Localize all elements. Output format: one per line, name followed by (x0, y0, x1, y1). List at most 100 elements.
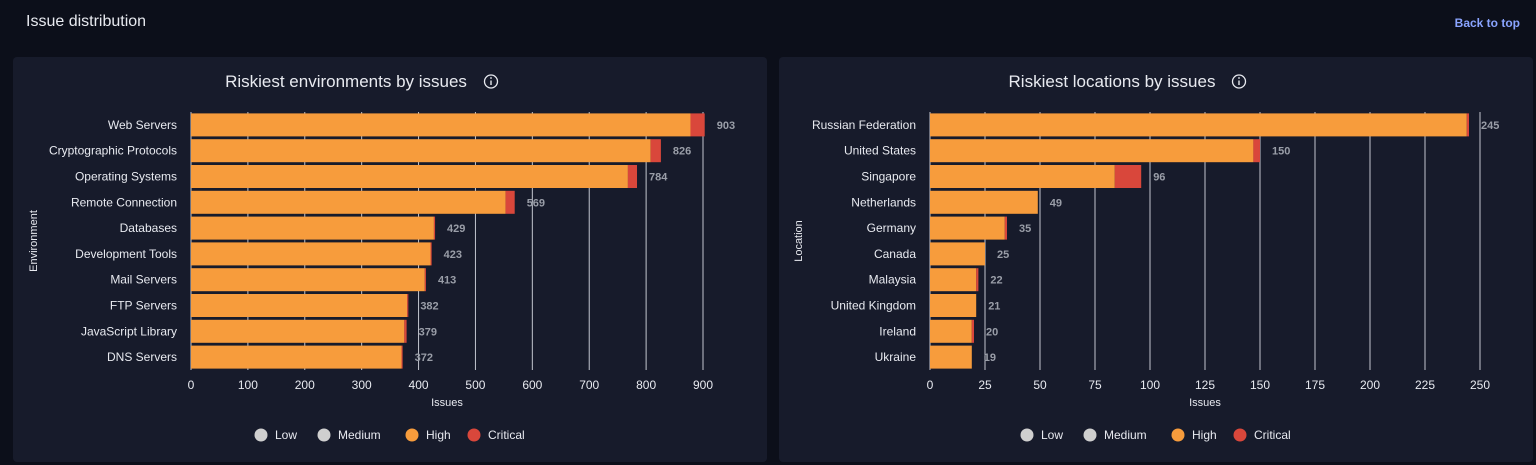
bar-cryptographic-protocols[interactable] (191, 139, 661, 163)
value-label: 150 (1272, 146, 1290, 158)
bar-segment-high[interactable] (930, 242, 985, 266)
legend-item-low[interactable]: Low (1020, 428, 1064, 442)
bar-javascript-library[interactable] (191, 319, 407, 343)
bar-segment-critical[interactable] (690, 113, 705, 137)
bar-ukraine[interactable] (930, 345, 972, 369)
bar-segment-critical[interactable] (1253, 139, 1260, 163)
bar-singapore[interactable] (930, 165, 1142, 188)
bar-operating-systems[interactable] (191, 165, 638, 188)
bar-segment-critical[interactable] (1114, 165, 1142, 188)
bar-segment-critical[interactable] (404, 319, 407, 343)
legend: Low Medium High Critical (254, 428, 525, 442)
bar-segment-high[interactable] (191, 113, 691, 137)
value-label: 379 (419, 326, 437, 338)
bar-segment-high[interactable] (930, 113, 1467, 137)
bar-segment-high[interactable] (930, 165, 1115, 188)
category-label: Germany (867, 221, 916, 235)
chart-title: Riskiest environments by issues (225, 72, 467, 91)
bar-databases[interactable] (191, 216, 436, 240)
category-label: Canada (874, 247, 916, 261)
bar-segment-high[interactable] (930, 345, 972, 369)
legend-item-high[interactable]: High (405, 428, 451, 442)
bar-web-servers[interactable] (191, 113, 705, 137)
bar-segment-critical[interactable] (505, 190, 515, 214)
bar-development-tools[interactable] (191, 242, 432, 266)
bar-segment-high[interactable] (191, 268, 425, 292)
bar-canada[interactable] (930, 242, 985, 266)
bar-segment-high[interactable] (930, 216, 1005, 240)
bar-segment-critical[interactable] (430, 242, 432, 266)
legend-item-medium[interactable]: Medium (1083, 428, 1147, 442)
bar-united-kingdom[interactable] (930, 294, 977, 317)
bar-segment-critical[interactable] (650, 139, 661, 163)
legend-marker-critical (467, 428, 481, 442)
bar-segment-critical[interactable] (407, 294, 409, 317)
legend-marker-critical (1233, 428, 1247, 442)
bar-united-states[interactable] (930, 139, 1260, 163)
category-label: Operating Systems (75, 170, 177, 184)
category-label: United States (844, 144, 916, 158)
bar-netherlands[interactable] (930, 190, 1038, 214)
info-icon[interactable] (483, 74, 499, 89)
legend-marker-low (254, 428, 268, 442)
bar-malaysia[interactable] (930, 268, 979, 292)
category-label: Malaysia (869, 273, 917, 287)
bar-segment-high[interactable] (191, 190, 506, 214)
legend-marker-medium (317, 428, 331, 442)
bar-russian-federation[interactable] (930, 113, 1469, 137)
x-tick-label: 100 (1140, 378, 1160, 392)
info-icon[interactable] (1231, 74, 1247, 89)
bar-segment-high[interactable] (191, 139, 651, 163)
bar-segment-critical[interactable] (433, 216, 436, 240)
locations-chart-panel: Riskiest locations by issues Russian Fede… (779, 57, 1533, 462)
bar-segment-critical[interactable] (627, 165, 638, 188)
value-label: 826 (673, 146, 691, 158)
bar-ftp-servers[interactable] (191, 294, 409, 317)
bar-segment-critical[interactable] (1466, 113, 1469, 137)
legend-label: Low (1041, 428, 1063, 442)
bar-segment-high[interactable] (191, 294, 408, 317)
bar-ireland[interactable] (930, 319, 974, 343)
legend-item-critical[interactable]: Critical (1233, 428, 1291, 442)
bar-mail-servers[interactable] (191, 268, 426, 292)
value-label: 569 (527, 197, 545, 209)
legend-item-low[interactable]: Low (254, 428, 298, 442)
category-label: Mail Servers (110, 273, 177, 287)
category-label: Netherlands (851, 195, 916, 209)
bar-segment-high[interactable] (191, 216, 434, 240)
legend-label: Critical (488, 428, 525, 442)
bar-remote-connection[interactable] (191, 190, 515, 214)
bar-segment-critical[interactable] (401, 345, 403, 369)
legend-marker-high (1171, 428, 1185, 442)
bar-segment-high[interactable] (930, 294, 977, 317)
x-tick-label: 200 (295, 378, 315, 392)
legend-item-medium[interactable]: Medium (317, 428, 381, 442)
bar-segment-critical[interactable] (971, 319, 974, 343)
legend-item-critical[interactable]: Critical (467, 428, 525, 442)
bar-segment-high[interactable] (191, 319, 405, 343)
environments-chart-panel: Riskiest environments by issues Web Serve… (13, 57, 767, 462)
bar-segment-critical[interactable] (1004, 216, 1007, 240)
legend-item-high[interactable]: High (1171, 428, 1217, 442)
value-label: 22 (990, 275, 1002, 287)
bar-segment-high[interactable] (930, 139, 1254, 163)
bar-segment-high[interactable] (930, 319, 972, 343)
bar-segment-high[interactable] (191, 165, 628, 188)
bar-segment-critical[interactable] (424, 268, 426, 292)
back-to-top-link[interactable]: Back to top (1454, 16, 1520, 30)
bar-segment-critical[interactable] (976, 268, 979, 292)
category-label: Ireland (879, 324, 916, 338)
bar-germany[interactable] (930, 216, 1007, 240)
bar-dns-servers[interactable] (191, 345, 403, 369)
bar-segment-high[interactable] (930, 268, 977, 292)
value-label: 903 (717, 120, 735, 132)
bar-segment-high[interactable] (191, 242, 431, 266)
bar-segment-high[interactable] (191, 345, 402, 369)
bar-segment-high[interactable] (930, 190, 1038, 214)
value-label: 413 (438, 275, 456, 287)
x-tick-label: 400 (409, 378, 429, 392)
x-tick-label: 100 (238, 378, 258, 392)
category-label: Russian Federation (812, 118, 916, 132)
environments-chart: Riskiest environments by issues Web Serve… (28, 72, 735, 442)
info-icon-circle (1231, 74, 1247, 89)
